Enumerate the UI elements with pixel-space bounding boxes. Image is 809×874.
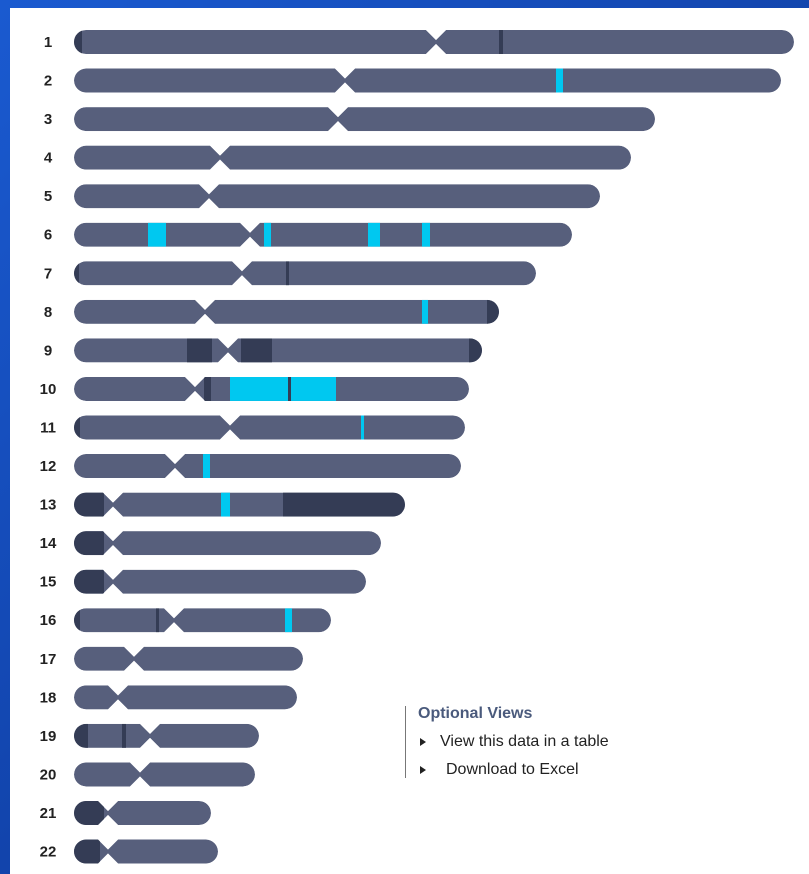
chromosome [74,608,331,632]
chromosome [74,801,211,825]
chromosome [74,840,218,864]
chromosome-label: 19 [40,728,57,745]
chromosome-label: 3 [44,111,52,128]
band [203,454,210,478]
chromosome-label: 18 [40,689,57,706]
chromosome-label: 21 [40,805,57,822]
chromosome-body [74,647,303,671]
chromosome [74,146,631,170]
chromosome-label: 17 [40,651,57,668]
chromosome-label: 4 [44,150,53,167]
chromosome-label: 10 [40,381,57,398]
band [556,69,563,93]
band [264,223,271,247]
chromosome [74,454,461,478]
chromosome-body [74,454,461,478]
chromosome [74,338,482,362]
chromosome-label: 9 [44,342,52,359]
chromosome-body [74,107,655,131]
chromosome-label: 13 [40,497,57,514]
band [422,223,430,247]
band [221,493,230,517]
band [156,608,159,632]
chromosome [74,647,303,671]
chromosome-body [74,69,781,93]
band [74,570,104,594]
band [291,377,336,401]
chromosome [74,377,469,401]
band [499,30,503,54]
band [187,338,212,362]
chromosome [74,724,259,748]
chromosome-label: 7 [44,265,52,282]
chromosome [74,223,572,247]
band [230,377,288,401]
chromosome-label: 1 [44,34,52,51]
download-excel-link[interactable]: Download to Excel [446,761,579,778]
chromosome-label: 6 [44,227,52,244]
view-table-link[interactable]: View this data in a table [440,733,609,750]
chromosome [74,107,655,131]
chromosome [74,184,600,208]
chromosome-body [74,300,499,324]
chromosome-label: 5 [44,188,52,205]
chromosome-body [74,184,600,208]
chromosome [74,261,536,285]
band [74,840,100,864]
band [74,801,104,825]
band [204,377,211,401]
page: 12345678910111213141516171819202122 Opti… [0,0,809,874]
chromosome-label: 20 [40,766,57,783]
chromosome-label: 12 [40,458,57,475]
band [148,223,166,247]
chromosome-body [74,531,381,555]
chromosome [74,762,255,786]
band [122,724,126,748]
chromosome-label: 16 [40,612,57,629]
optional-views-title: Optional Views [418,705,533,722]
band [74,531,104,555]
chromosome-label: 14 [40,535,57,552]
chromosome-body [74,724,259,748]
chromosome-label: 2 [44,73,52,90]
chromosome [74,416,465,440]
band [361,416,364,440]
band [286,261,289,285]
chromosome-body [74,338,482,362]
band [285,608,292,632]
chromosome-body [74,146,631,170]
band [368,223,380,247]
chromosome-label: 11 [40,419,56,436]
chromosome-body [74,685,297,709]
chromosome [74,493,405,517]
chromosome-label: 22 [40,844,57,861]
chromosome [74,531,381,555]
chromosome-label: 8 [44,304,52,321]
chromosome [74,685,297,709]
chromosome-body [74,608,331,632]
band [74,493,104,517]
chromosome-body [74,416,465,440]
chromosome [74,69,781,93]
band [241,338,272,362]
band [288,377,291,401]
chromosome [74,300,499,324]
chromosome-body [74,762,255,786]
chromosome-label: 15 [40,574,57,591]
band [283,493,405,517]
chromosome-body [74,261,536,285]
band [422,300,428,324]
